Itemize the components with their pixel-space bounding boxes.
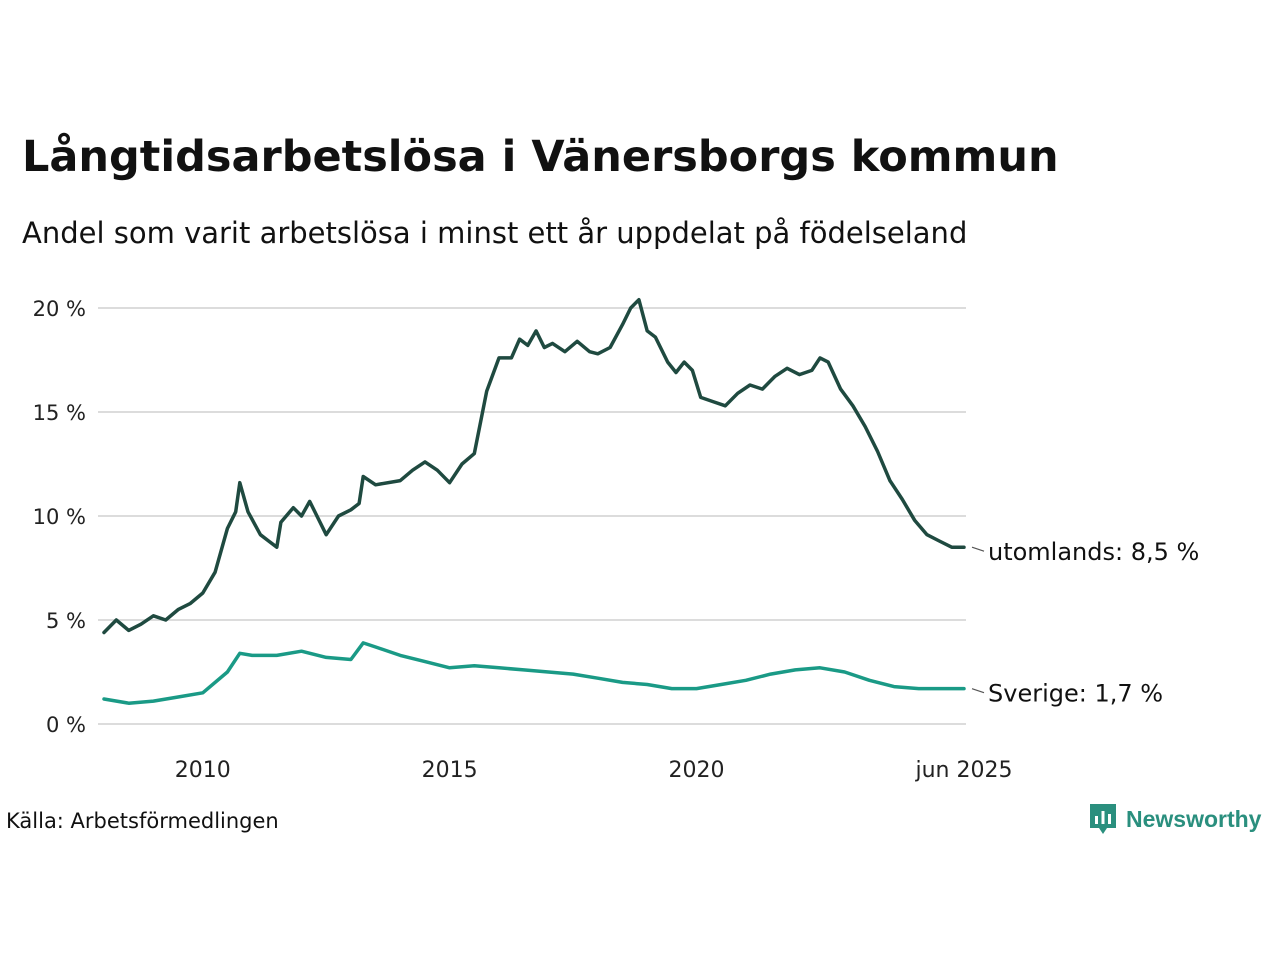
newsworthy-icon (1090, 804, 1116, 834)
x-tick-label: jun 2025 (915, 758, 1013, 783)
series-line-sverige (102, 641, 966, 705)
x-tick-label: 2010 (175, 758, 231, 783)
y-tick-label: 10 % (33, 505, 86, 529)
end-label-connector (971, 688, 985, 694)
series-line-utomlands (102, 297, 966, 635)
chart-subtitle: Andel som varit arbetslösa i minst ett å… (22, 216, 968, 250)
y-tick-label: 0 % (46, 713, 86, 737)
y-tick-label: 20 % (33, 297, 86, 321)
series-lines (102, 297, 966, 705)
x-tick-label: 2020 (669, 758, 725, 783)
x-tick-label: 2015 (422, 758, 478, 783)
brand-logo: Newsworthy (1088, 802, 1261, 836)
gridlines (98, 307, 966, 725)
y-tick-label: 5 % (46, 609, 86, 633)
end-label-utomlands: utomlands: 8,5 % (988, 538, 1199, 566)
y-tick-label: 15 % (33, 401, 86, 425)
brand-name: Newsworthy (1126, 805, 1262, 832)
end-labels: utomlands: 8,5 % Sverige: 1,7 % (971, 538, 1199, 708)
x-axis-ticks: 2010 2015 2020 jun 2025 (175, 758, 1013, 783)
y-axis-ticks: 0 % 5 % 10 % 15 % 20 % (33, 297, 86, 737)
source-note: Källa: Arbetsförmedlingen (6, 809, 279, 833)
end-label-sverige: Sverige: 1,7 % (988, 680, 1163, 708)
end-label-connector (971, 546, 985, 552)
chart-title: Långtidsarbetslösa i Vänersborgs kommun (22, 132, 1059, 182)
